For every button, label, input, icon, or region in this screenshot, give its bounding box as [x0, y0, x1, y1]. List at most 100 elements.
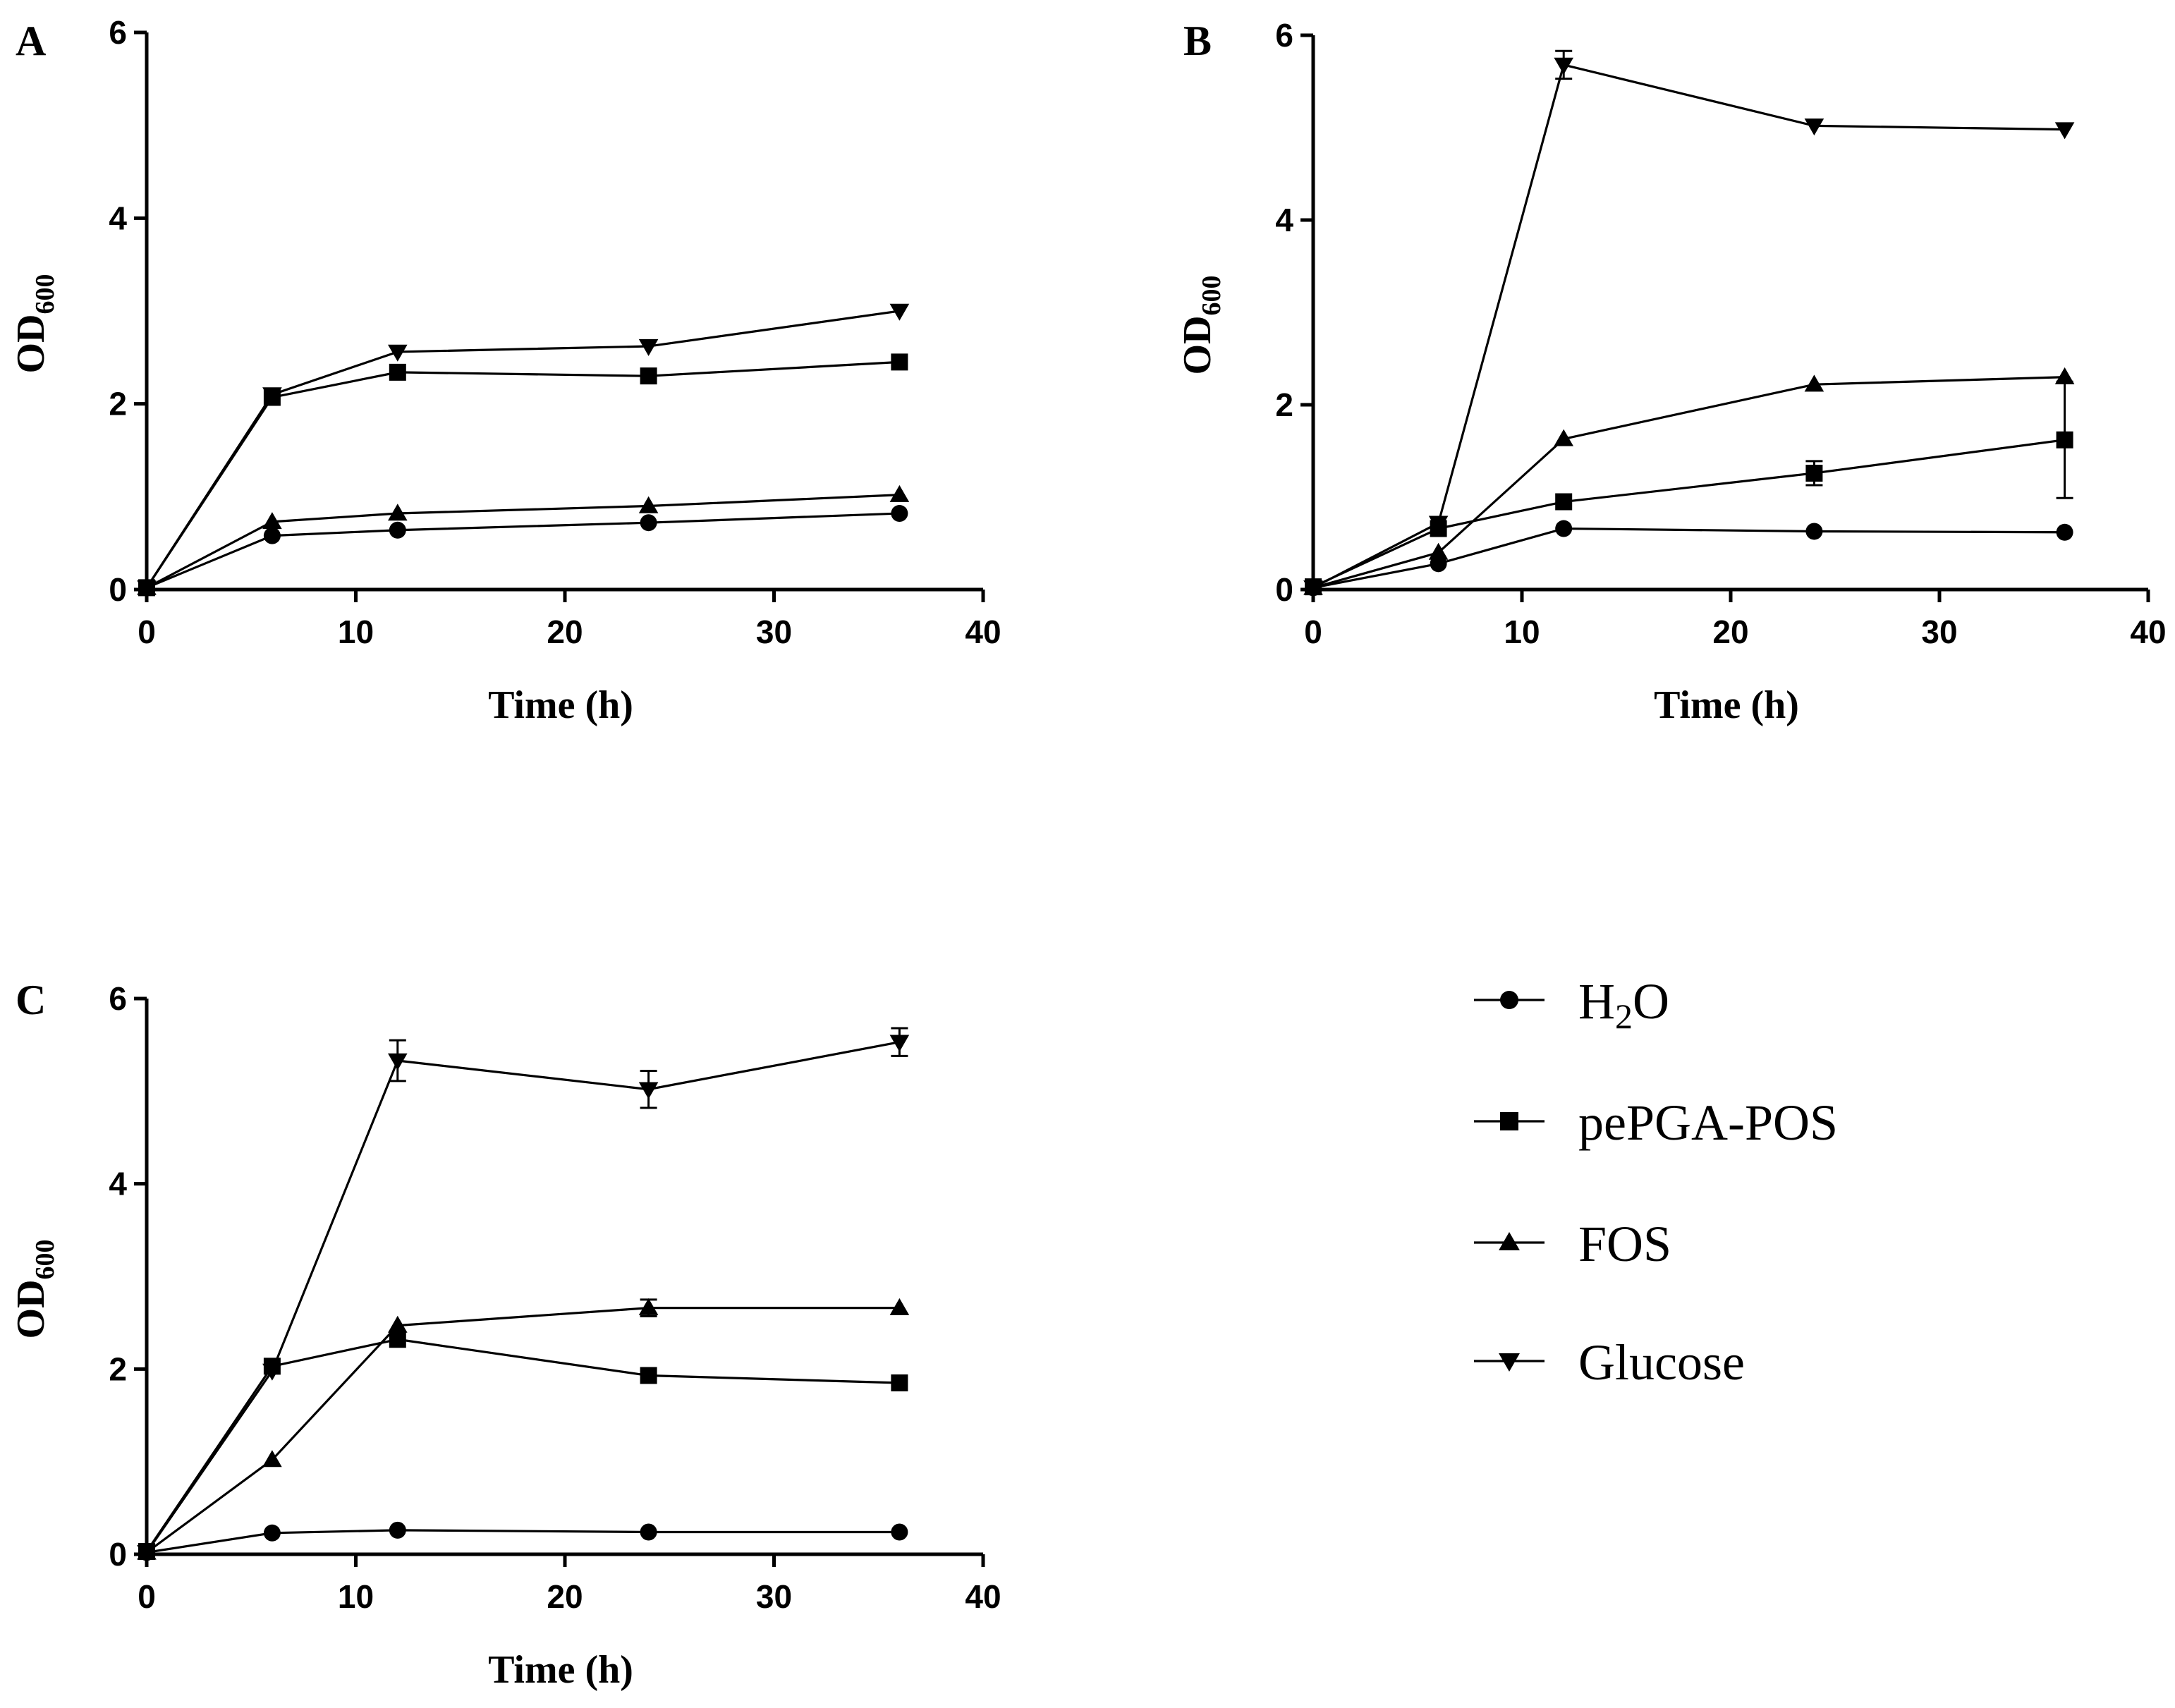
legend-label-suffix: O — [1633, 973, 1669, 1030]
y-tick-label: 0 — [109, 571, 127, 608]
legend-label: Glucose — [1578, 1334, 1745, 1391]
data-point — [137, 580, 157, 598]
y-tick-label: 6 — [1275, 17, 1293, 54]
data-point — [889, 1035, 910, 1052]
panel-b: B 0 2 4 6 0 10 20 30 40 Time (h) OD600 — [1176, 17, 2167, 727]
y-tick-label: 4 — [109, 200, 127, 236]
data-point — [891, 1523, 908, 1541]
data-point — [262, 512, 282, 530]
data-point — [889, 303, 910, 321]
data-point — [1555, 493, 1573, 511]
series-pepga-pos — [138, 1331, 908, 1561]
data-point — [262, 1363, 282, 1381]
data-point — [389, 363, 406, 381]
data-point — [638, 1082, 659, 1099]
series-line — [1312, 63, 2065, 589]
y-tick-label: 2 — [109, 386, 127, 422]
y-axis-title-main: OD — [1176, 316, 1219, 375]
data-point — [2054, 367, 2075, 384]
panel-c: C 0 2 4 6 0 10 20 30 40 Time (h) OD600 — [9, 977, 1001, 1692]
y-tick-label: 0 — [109, 1536, 127, 1573]
legend-label-main: H — [1578, 973, 1615, 1030]
data-point — [1805, 464, 1823, 482]
x-tick-label: 20 — [547, 614, 583, 650]
legend-label: H2O — [1578, 973, 1669, 1036]
x-axis-title: Time (h) — [488, 683, 633, 727]
y-axis-title-main: OD — [9, 1280, 53, 1339]
legend-item-pepga-pos: pePGA-POS — [1474, 1094, 1838, 1151]
x-tick-label: 30 — [1921, 614, 1957, 650]
data-point — [389, 521, 406, 539]
y-axis-title-subscript: 600 — [30, 1240, 60, 1280]
data-point — [388, 344, 408, 362]
y-tick-label: 0 — [1275, 571, 1293, 608]
data-point — [640, 1523, 657, 1541]
data-point — [1554, 57, 1573, 75]
series-line — [146, 1529, 900, 1554]
series-glucose — [137, 1027, 910, 1563]
data-point — [2056, 431, 2073, 449]
x-axis-title: Time (h) — [488, 1648, 633, 1692]
data-point — [638, 338, 659, 356]
data-point — [640, 514, 657, 532]
legend-label-subscript: 2 — [1615, 996, 1633, 1036]
y-tick-label: 6 — [109, 980, 127, 1017]
data-point — [1428, 542, 1449, 560]
data-point — [262, 387, 282, 405]
data-point — [889, 484, 910, 502]
x-tick-label: 20 — [1712, 614, 1748, 650]
x-tick-label: 10 — [338, 1578, 374, 1615]
data-point — [2054, 122, 2075, 140]
data-point — [1805, 523, 1823, 540]
legend-marker-triangle-up — [1499, 1232, 1520, 1251]
series-h2o — [138, 505, 908, 597]
legend-label: FOS — [1578, 1216, 1671, 1272]
data-point — [891, 505, 908, 523]
y-tick-label: 2 — [1275, 386, 1293, 423]
panel-letter-a: A — [16, 18, 46, 64]
data-point — [263, 1524, 281, 1542]
data-point — [388, 1315, 408, 1333]
data-point — [891, 353, 908, 371]
legend-marker-square — [1500, 1112, 1518, 1130]
y-axis-title-subscript: 600 — [1197, 276, 1226, 316]
data-point — [640, 367, 657, 385]
series-line — [146, 1307, 900, 1554]
panel-a: A 0 2 4 6 0 10 20 30 40 Time (h) OD600 — [9, 14, 1001, 727]
data-point — [638, 1298, 659, 1315]
data-point — [2056, 523, 2073, 541]
data-point — [388, 504, 408, 521]
series-line — [1312, 376, 2065, 589]
y-axis-title: OD600 — [1176, 276, 1226, 375]
legend-label-main: Glucose — [1578, 1334, 1745, 1391]
x-tick-label: 10 — [338, 614, 374, 650]
data-point — [891, 1374, 908, 1392]
y-tick-label: 4 — [1275, 202, 1293, 238]
x-axis-title: Time (h) — [1654, 683, 1799, 727]
series-line — [145, 360, 900, 589]
y-axis-title: OD600 — [9, 1240, 60, 1339]
data-point — [263, 527, 281, 544]
series-fos — [137, 484, 910, 595]
data-point — [262, 1450, 282, 1468]
x-tick-label: 0 — [1304, 614, 1322, 650]
data-point — [389, 1331, 406, 1348]
data-point — [1804, 118, 1824, 136]
x-tick-label: 0 — [138, 614, 156, 650]
series-line — [145, 310, 900, 589]
series-fos — [137, 1298, 910, 1560]
legend-label: pePGA-POS — [1578, 1094, 1838, 1151]
legend-item-h: H2O — [1474, 973, 1669, 1036]
series-pepga-pos — [138, 353, 908, 597]
series-fos — [1303, 367, 2075, 595]
panel-letter-b: B — [1183, 18, 1212, 64]
x-tick-label: 20 — [547, 1578, 583, 1615]
legend-item-fos: FOS — [1474, 1216, 1671, 1272]
data-point — [640, 1367, 657, 1384]
series-line — [145, 1338, 900, 1552]
series-line — [1312, 527, 2065, 589]
x-tick-label: 40 — [2130, 614, 2166, 650]
legend-label-main: FOS — [1578, 1216, 1671, 1272]
